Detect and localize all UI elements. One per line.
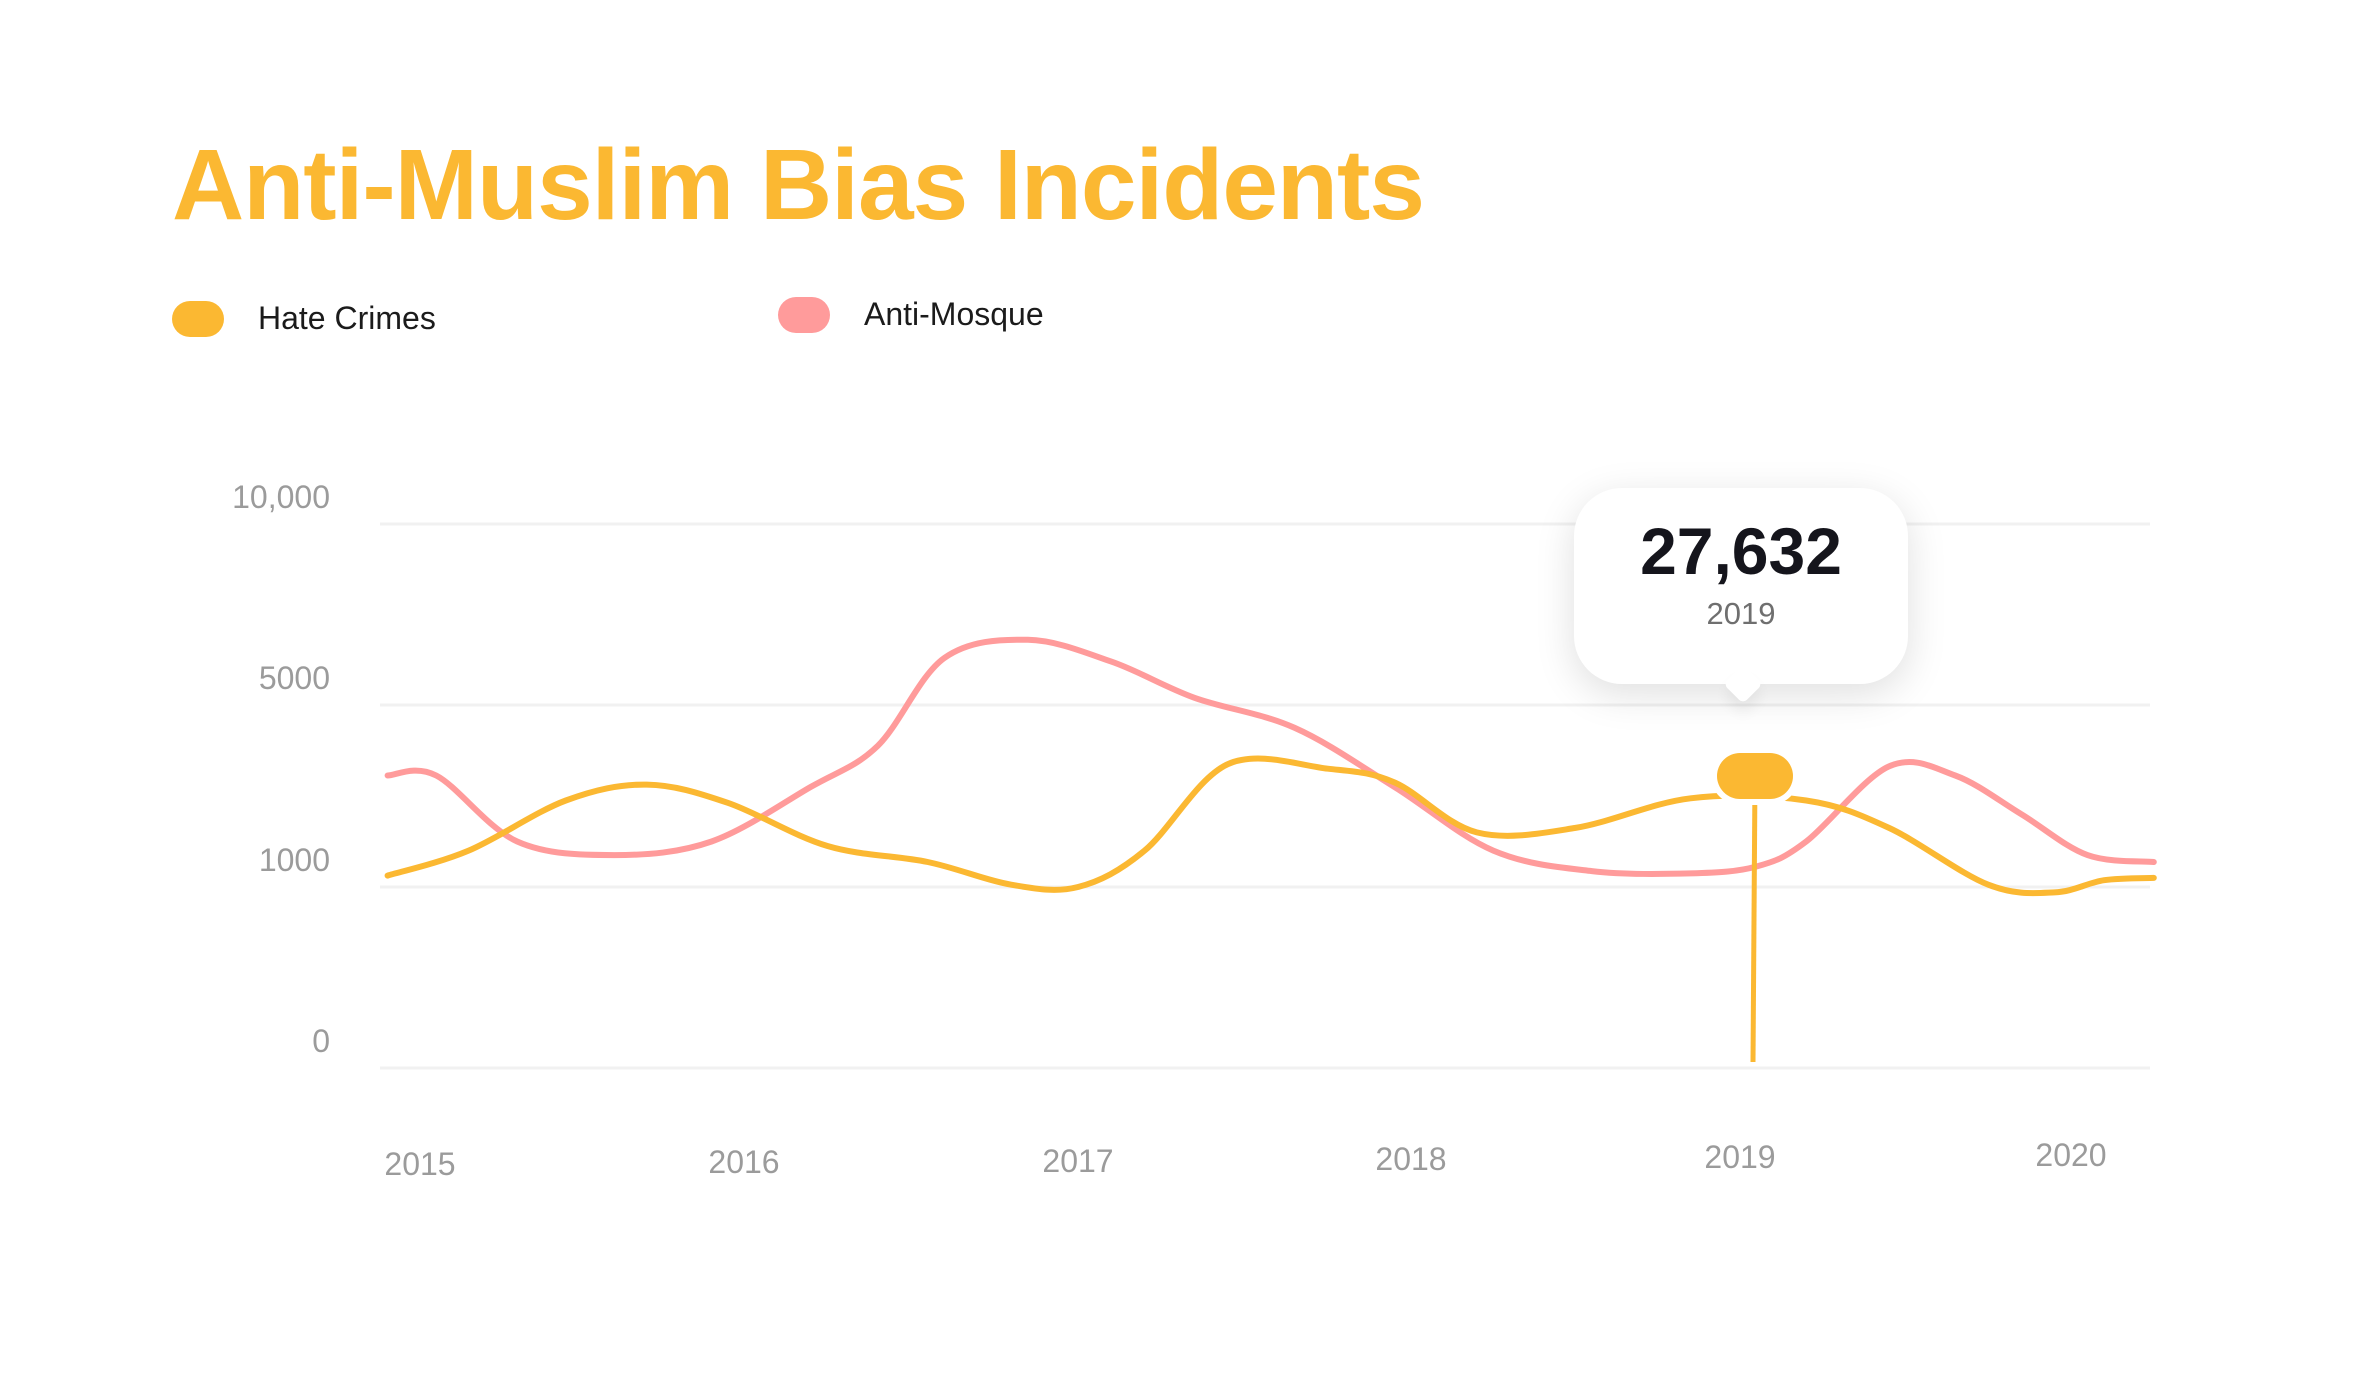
tooltip-value: 27,632 [1640, 514, 1842, 588]
legend-label-anti-mosque: Anti-Mosque [864, 296, 1044, 332]
highlight-marker[interactable] [1711, 747, 1799, 1063]
highlight-drop-line [1750, 775, 1758, 1063]
y-tick-label: 10,000 [232, 479, 330, 515]
legend-swatch-anti-mosque [778, 296, 830, 333]
legend-swatch-hate-crimes [172, 300, 224, 337]
x-tick-label: 2018 [1375, 1141, 1446, 1177]
chart-title: Anti-Muslim Bias Incidents [172, 129, 1425, 241]
legend-label-hate-crimes: Hate Crimes [258, 300, 436, 336]
highlight-pill[interactable] [1717, 753, 1793, 799]
x-tick-label: 2017 [1042, 1143, 1113, 1179]
tooltip-year: 2019 [1706, 596, 1776, 631]
legend-item-anti-mosque[interactable]: Anti-Mosque [778, 296, 1044, 333]
tooltip: 27,632 2019 [1574, 488, 1908, 684]
x-tick-label: 2015 [384, 1146, 455, 1182]
x-tick-label: 2016 [708, 1144, 779, 1180]
series-line-hate-crimes [384, 755, 2157, 897]
legend-item-hate-crimes[interactable]: Hate Crimes [172, 300, 436, 337]
x-axis-ticks: 2015 2016 2017 2018 2019 2020 [384, 1137, 2106, 1182]
y-axis-ticks: 0 1000 5000 10,000 [232, 479, 330, 1059]
y-tick-label: 0 [312, 1023, 330, 1059]
series-lines [384, 636, 2157, 897]
series-line-anti-mosque [384, 636, 2157, 877]
x-tick-label: 2020 [2035, 1137, 2106, 1173]
y-tick-label: 1000 [259, 842, 330, 878]
x-tick-label: 2019 [1704, 1139, 1775, 1175]
y-tick-label: 5000 [259, 660, 330, 696]
